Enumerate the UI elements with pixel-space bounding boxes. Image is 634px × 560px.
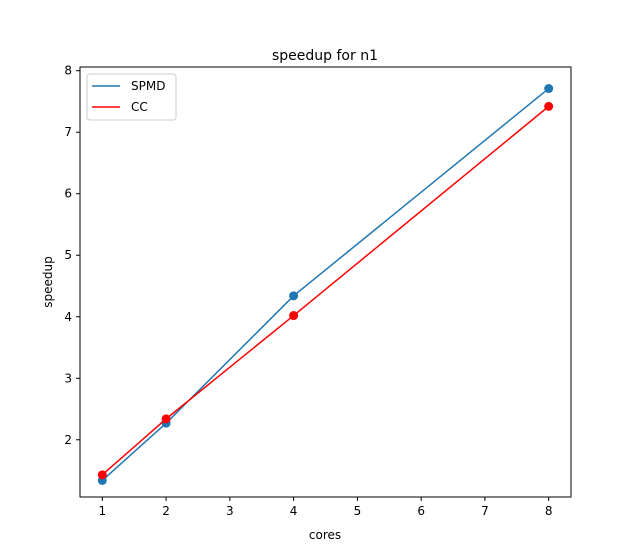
x-axis: 1 2 3 4 5 6 7 8 <box>98 497 553 518</box>
x-tick-label: 8 <box>545 504 553 518</box>
data-point-spmd <box>544 84 554 94</box>
data-point-spmd <box>289 291 299 301</box>
y-tick-label: 6 <box>64 187 72 201</box>
x-tick-label: 5 <box>354 504 362 518</box>
x-tick-label: 1 <box>98 504 106 518</box>
y-tick-label: 4 <box>64 310 72 324</box>
x-tick-label: 3 <box>226 504 234 518</box>
legend-label-cc: CC <box>131 100 148 114</box>
data-point-cc <box>544 101 554 111</box>
y-tick-label: 5 <box>64 248 72 262</box>
y-axis: 2 3 4 5 6 7 8 <box>64 64 80 447</box>
plot-area <box>79 66 572 498</box>
y-axis-label: speedup <box>41 256 55 307</box>
series-line-spmd <box>101 87 550 481</box>
x-tick-label: 2 <box>162 504 170 518</box>
y-tick-label: 7 <box>64 125 72 139</box>
data-point-cc <box>289 311 299 321</box>
series-line-cc <box>101 105 550 476</box>
data-point-cc <box>97 470 107 480</box>
legend: SPMD CC <box>86 73 177 121</box>
y-tick-label: 3 <box>64 371 72 385</box>
chart-title: speedup for n1 <box>272 48 378 64</box>
legend-label-spmd: SPMD <box>131 79 165 93</box>
x-tick-label: 6 <box>417 504 425 518</box>
x-tick-label: 7 <box>481 504 489 518</box>
y-tick-label: 2 <box>64 433 72 447</box>
data-point-cc <box>161 414 171 424</box>
y-tick-label: 8 <box>64 64 72 78</box>
x-tick-label: 4 <box>290 504 298 518</box>
x-axis-label: cores <box>309 528 341 542</box>
series-layer <box>97 84 554 485</box>
